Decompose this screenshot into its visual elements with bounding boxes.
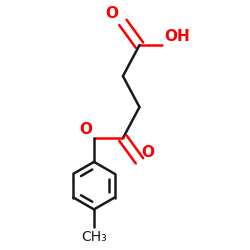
Text: O: O [79,122,92,137]
Text: OH: OH [164,29,190,44]
Text: O: O [142,145,154,160]
Text: CH₃: CH₃ [81,230,107,244]
Text: O: O [105,6,118,21]
